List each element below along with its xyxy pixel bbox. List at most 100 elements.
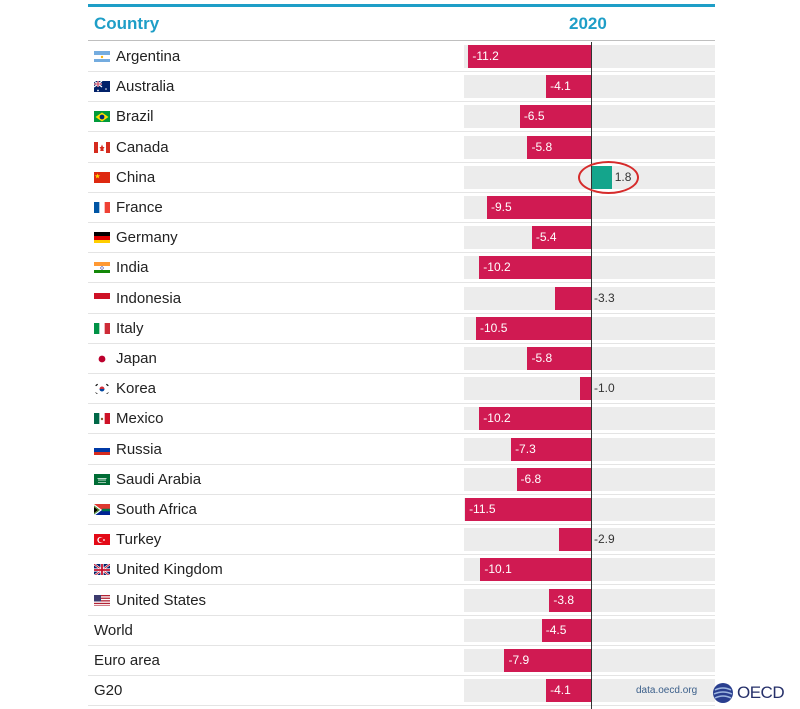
- row-brazil[interactable]: Brazil -6.5: [88, 102, 715, 133]
- row-divider: [88, 71, 715, 72]
- row-divider: [88, 312, 715, 314]
- india-flag-icon: [94, 261, 110, 274]
- row-divider: [88, 675, 715, 676]
- oecd-logo-text: OECD: [737, 683, 785, 702]
- row-australia[interactable]: Australia -4.1: [88, 72, 715, 103]
- row-world[interactable]: World -4.5: [88, 616, 715, 646]
- country-column-header[interactable]: Country: [94, 14, 160, 33]
- row-divider: [88, 524, 715, 525]
- country-label: South Africa: [116, 501, 197, 518]
- country-label: Turkey: [116, 531, 162, 549]
- row-euro-area[interactable]: Euro area -7.9: [88, 646, 715, 676]
- canada-flag-icon: [94, 141, 110, 153]
- zero-axis-line: [591, 42, 592, 709]
- country-label: Russia: [116, 440, 162, 458]
- country-label: Euro area: [94, 652, 160, 669]
- row-turkey[interactable]: Turkey -2.9: [88, 525, 715, 556]
- bar-saudi-arabia[interactable]: [516, 467, 591, 491]
- row-divider: [88, 373, 715, 374]
- germany-flag-icon: [94, 231, 110, 244]
- row-russia[interactable]: Russia -7.3: [88, 435, 715, 465]
- value-label: -11.5: [469, 502, 496, 516]
- bar-india[interactable]: [479, 256, 591, 280]
- bar-korea[interactable]: [580, 377, 591, 401]
- row-indonesia[interactable]: Indonesia -3.3: [88, 284, 715, 314]
- bar-united-states[interactable]: [549, 588, 591, 612]
- bar-brazil[interactable]: [519, 105, 591, 129]
- bar-france[interactable]: [486, 196, 591, 219]
- bar-australia[interactable]: [546, 75, 591, 99]
- row-divider: [88, 222, 715, 223]
- bar-euro-area[interactable]: [504, 649, 591, 672]
- bar-italy[interactable]: [476, 316, 591, 340]
- row-divider: [88, 161, 715, 163]
- bar-g20[interactable]: [546, 679, 591, 703]
- bar-south-africa[interactable]: [465, 498, 591, 521]
- country-label: Saudi Arabia: [116, 470, 202, 488]
- country-label: G20: [94, 682, 123, 700]
- bar-world[interactable]: [541, 618, 591, 642]
- country-label: Australia: [116, 78, 175, 96]
- indonesia-flag-icon: [94, 292, 110, 304]
- value-label: -11.2: [472, 49, 499, 63]
- row-india[interactable]: India -10.2: [88, 253, 715, 284]
- row-japan[interactable]: Japan -5.8: [88, 344, 715, 374]
- row-divider: [88, 614, 715, 616]
- value-label: -4.1: [550, 683, 571, 698]
- row-divider: [88, 463, 715, 465]
- value-label: -5.8: [531, 351, 553, 365]
- value-label: -5.4: [535, 230, 557, 245]
- value-label: -7.9: [508, 653, 530, 667]
- bar-united-kingdom[interactable]: [480, 558, 591, 582]
- country-label: Korea: [116, 380, 157, 398]
- row-france[interactable]: France -9.5: [88, 193, 715, 223]
- header-divider: [88, 40, 715, 41]
- row-g20[interactable]: G20 -4.1: [88, 676, 715, 707]
- bar-japan[interactable]: [527, 347, 591, 370]
- row-united-kingdom[interactable]: United Kingdom -10.1: [88, 555, 715, 586]
- oecd-logo[interactable]: OECD: [712, 682, 785, 704]
- mexico-flag-icon: [94, 412, 110, 425]
- country-label: World: [94, 621, 133, 639]
- bar-canada[interactable]: [527, 135, 591, 159]
- row-south-africa[interactable]: South Africa -11.5: [88, 495, 715, 525]
- row-argentina[interactable]: Argentina -11.2: [88, 42, 715, 72]
- row-mexico[interactable]: Mexico -10.2: [88, 404, 715, 435]
- year-column-header[interactable]: 2020: [569, 14, 607, 33]
- row-canada[interactable]: Canada -5.8: [88, 133, 715, 163]
- row-germany[interactable]: Germany -5.4: [88, 223, 715, 254]
- value-label: -10.2: [483, 411, 511, 426]
- value-label: -6.5: [523, 109, 545, 124]
- row-united-states[interactable]: United States -3.8: [88, 586, 715, 616]
- bar-argentina[interactable]: [468, 45, 591, 68]
- country-label: Mexico: [116, 410, 164, 428]
- bar-germany[interactable]: [531, 226, 591, 250]
- united-states-flag-icon: [94, 594, 110, 606]
- row-divider: [88, 252, 715, 254]
- value-label: -9.5: [490, 200, 512, 214]
- value-label: -4.1: [550, 79, 571, 94]
- country-label: United Kingdom: [116, 561, 223, 579]
- header-rule: [88, 4, 715, 7]
- oecd-globe-icon: [713, 683, 733, 703]
- value-label: -3.8: [553, 592, 575, 607]
- value-label: -4.5: [545, 622, 567, 637]
- bar-mexico[interactable]: [479, 407, 591, 431]
- bar-indonesia[interactable]: [554, 286, 591, 310]
- row-saudi-arabia[interactable]: Saudi Arabia -6.8: [88, 465, 715, 495]
- china-highlight-circle: [578, 161, 639, 194]
- australia-flag-icon: [94, 80, 110, 93]
- korea-flag-icon: [94, 382, 110, 395]
- japan-flag-icon: [94, 352, 110, 364]
- row-italy[interactable]: Italy -10.5: [88, 314, 715, 344]
- source-link[interactable]: data.oecd.org: [636, 685, 698, 696]
- row-divider: [88, 584, 715, 586]
- united-kingdom-flag-icon: [94, 563, 110, 576]
- france-flag-icon: [94, 201, 110, 213]
- bar-turkey[interactable]: [559, 528, 591, 552]
- country-label: Italy: [116, 319, 144, 337]
- value-label: -7.3: [515, 441, 536, 456]
- bar-russia[interactable]: [511, 437, 591, 461]
- row-korea[interactable]: Korea -1.0: [88, 374, 715, 405]
